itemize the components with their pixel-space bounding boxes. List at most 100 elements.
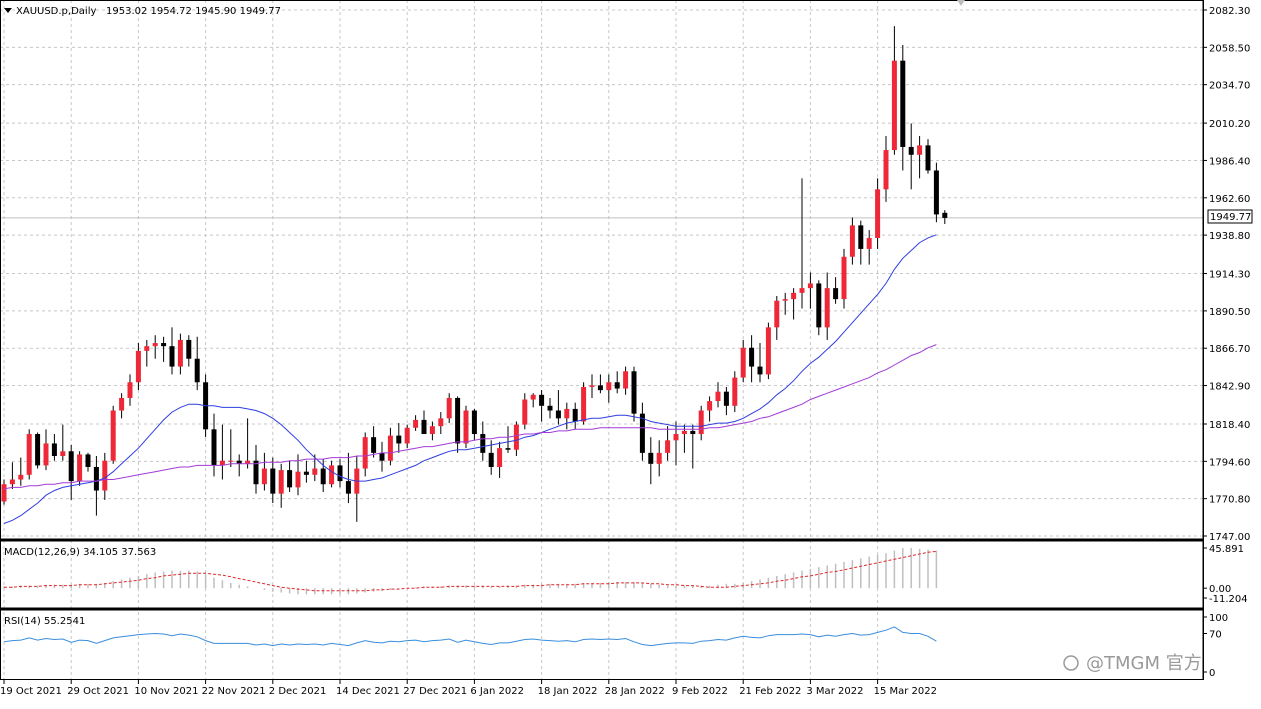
candle-body[interactable] [253, 460, 259, 485]
candle-body[interactable] [572, 408, 578, 422]
candle-body[interactable] [413, 419, 419, 428]
candle-body[interactable] [656, 452, 662, 464]
candle-body[interactable] [211, 429, 217, 466]
candle-body[interactable] [371, 437, 377, 453]
candle-body[interactable] [698, 410, 704, 435]
price-pane[interactable] [0, 26, 1203, 524]
candle-body[interactable] [68, 451, 74, 482]
candle-body[interactable] [177, 339, 183, 367]
candle-body[interactable] [757, 366, 763, 375]
candle-body[interactable] [841, 256, 847, 300]
candle-body[interactable] [665, 440, 671, 453]
candle-body[interactable] [740, 347, 746, 378]
candle-body[interactable] [497, 448, 503, 467]
candle-body[interactable] [900, 60, 906, 147]
candle-body[interactable] [488, 452, 494, 467]
candle-body[interactable] [723, 391, 729, 406]
candle-body[interactable] [245, 460, 251, 464]
candle-body[interactable] [471, 410, 477, 435]
candle-body[interactable] [43, 443, 49, 466]
candle-body[interactable] [614, 382, 620, 389]
candle-body[interactable] [119, 397, 125, 411]
candle-body[interactable] [455, 397, 461, 444]
candle-body[interactable] [782, 299, 788, 301]
candle-body[interactable] [799, 288, 805, 293]
candle-body[interactable] [345, 481, 351, 494]
candle-body[interactable] [270, 468, 276, 494]
candle-body[interactable] [396, 435, 402, 444]
candle-body[interactable] [261, 468, 267, 485]
candle-body[interactable] [312, 468, 318, 475]
candle-body[interactable] [623, 371, 629, 389]
candle-body[interactable] [707, 401, 713, 411]
candle-body[interactable] [127, 382, 133, 398]
candle-body[interactable] [690, 430, 696, 435]
candle-body[interactable] [421, 419, 427, 435]
candle-body[interactable] [522, 399, 528, 425]
candle-body[interactable] [135, 350, 141, 383]
candle-body[interactable] [337, 465, 343, 482]
candle-body[interactable] [589, 385, 595, 387]
candle-body[interactable] [933, 170, 939, 215]
candle-body[interactable] [102, 460, 108, 491]
candle-body[interactable] [463, 410, 469, 444]
candle-body[interactable] [9, 479, 15, 485]
candle-body[interactable] [1, 484, 7, 502]
candle-body[interactable] [875, 189, 881, 238]
candle-body[interactable] [774, 300, 780, 328]
candle-body[interactable] [287, 470, 293, 488]
candle-body[interactable] [816, 283, 822, 328]
candle-body[interactable] [908, 146, 914, 155]
candle-body[interactable] [631, 371, 637, 414]
candle-body[interactable] [917, 145, 923, 155]
dropdown-triangle-icon[interactable] [4, 8, 12, 13]
rsi-pane[interactable] [3, 626, 937, 647]
candle-body[interactable] [219, 460, 225, 466]
candle-body[interactable] [858, 225, 864, 249]
candle-body[interactable] [110, 410, 116, 461]
candle-body[interactable] [505, 448, 511, 450]
candle-body[interactable] [833, 288, 839, 300]
candle-body[interactable] [480, 434, 486, 453]
candle-body[interactable] [513, 424, 519, 450]
candle-body[interactable] [404, 427, 410, 444]
candle-body[interactable] [597, 385, 603, 391]
candle-body[interactable] [824, 288, 830, 328]
candle-body[interactable] [849, 225, 855, 257]
candle-body[interactable] [26, 434, 32, 475]
candle-body[interactable] [60, 451, 66, 456]
candle-body[interactable] [161, 343, 167, 347]
candle-body[interactable] [891, 60, 897, 151]
candle-body[interactable] [446, 397, 452, 419]
candle-body[interactable] [547, 405, 553, 411]
candle-body[interactable] [320, 468, 326, 485]
candle-body[interactable] [749, 347, 755, 367]
candle-body[interactable] [228, 460, 234, 462]
candle-body[interactable] [144, 346, 150, 351]
candle-body[interactable] [295, 471, 301, 488]
candle-body[interactable] [77, 454, 83, 482]
candle-body[interactable] [639, 413, 645, 453]
shift-marker-icon[interactable] [957, 0, 965, 6]
candle-body[interactable] [681, 430, 687, 435]
candle-body[interactable] [169, 346, 175, 367]
candle-body[interactable] [883, 150, 889, 190]
candle-body[interactable] [35, 434, 41, 466]
candle-body[interactable] [194, 358, 200, 383]
candle-body[interactable] [18, 474, 24, 480]
candle-body[interactable] [765, 327, 771, 375]
candle-body[interactable] [555, 410, 561, 419]
macd-pane[interactable] [3, 547, 938, 595]
candle-body[interactable] [93, 466, 99, 491]
candle-body[interactable] [648, 452, 654, 464]
candle-body[interactable] [236, 460, 242, 464]
candle-body[interactable] [303, 471, 309, 475]
candle-body[interactable] [379, 452, 385, 461]
candle-body[interactable] [429, 426, 435, 435]
candle-body[interactable] [715, 391, 721, 402]
candle-body[interactable] [362, 437, 368, 469]
candle-body[interactable] [791, 292, 797, 300]
candle-body[interactable] [807, 283, 813, 289]
candle-body[interactable] [530, 394, 536, 400]
